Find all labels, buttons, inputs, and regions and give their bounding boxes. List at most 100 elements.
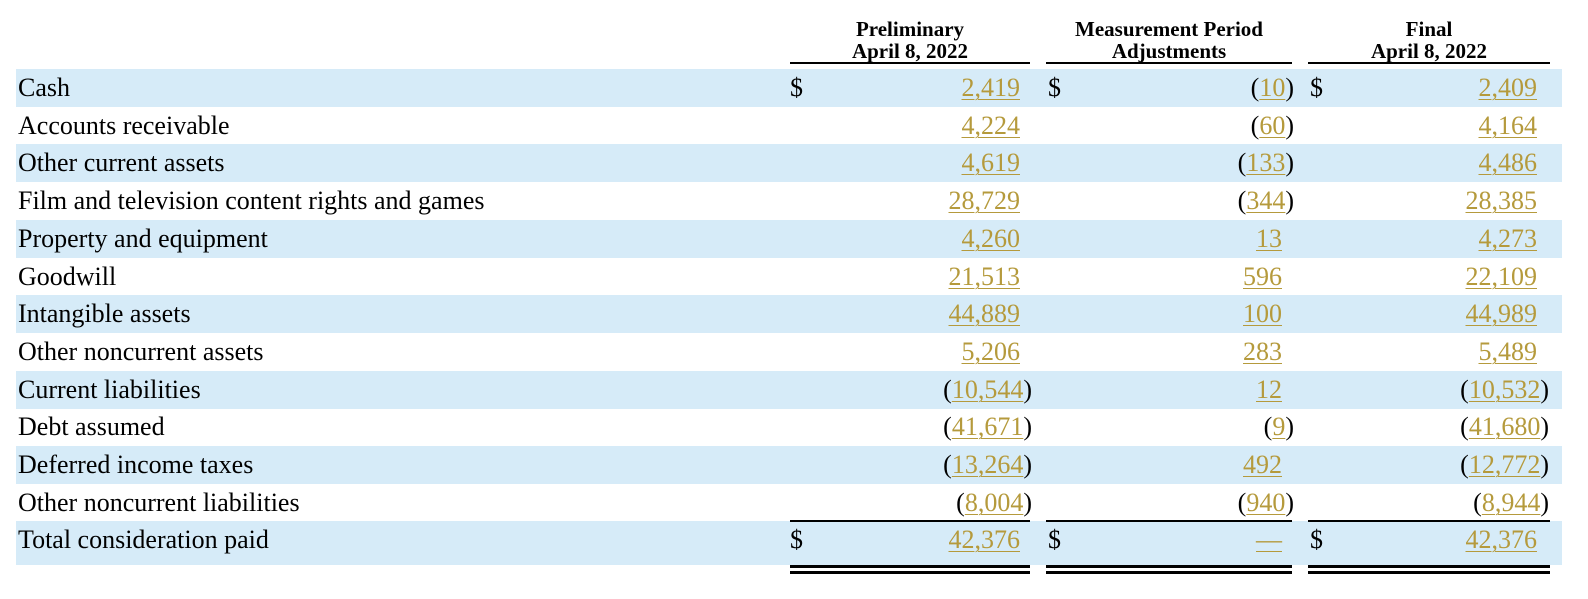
- amount: 44,889: [948, 299, 1021, 328]
- close-paren: ): [1540, 375, 1549, 404]
- preliminary-value: 2,419: [962, 69, 1021, 107]
- adjustment-value: (60): [1251, 107, 1294, 145]
- double-underline: [790, 565, 1030, 568]
- final-value: (41,680): [1460, 408, 1549, 446]
- currency-symbol: $: [790, 525, 803, 554]
- column-header-line1: Final: [1405, 17, 1453, 41]
- final-value: (10,532): [1460, 371, 1549, 409]
- amount: 28,729: [948, 186, 1021, 215]
- row-label: Other noncurrent assets: [18, 337, 264, 366]
- amount: 9: [1272, 412, 1286, 441]
- preliminary-value: 4,619: [962, 144, 1021, 182]
- adjustment-value: (344): [1238, 182, 1294, 220]
- open-paren: (: [943, 412, 952, 441]
- row-label: Other current assets: [18, 148, 225, 177]
- double-underline: [1308, 571, 1550, 574]
- column-header-adjustments: Measurement Period Adjustments: [1046, 18, 1292, 64]
- preliminary-value: (10,544): [943, 371, 1032, 409]
- row-stripe: [16, 521, 1562, 565]
- close-paren: ): [1540, 450, 1549, 479]
- total-rule: [790, 520, 1030, 522]
- open-paren: (: [1460, 450, 1469, 479]
- adjustment-value: 12: [1256, 371, 1282, 409]
- amount: 28,385: [1465, 186, 1538, 215]
- column-header-line1: Measurement Period: [1075, 17, 1263, 41]
- amount: 2,419: [961, 73, 1021, 102]
- final-value: (8,944): [1473, 484, 1549, 522]
- close-paren: ): [1023, 450, 1032, 479]
- amount: 60: [1259, 111, 1286, 140]
- row-stripe: [16, 446, 1562, 484]
- adjustment-value: 492: [1243, 446, 1282, 484]
- row-label: Other noncurrent liabilities: [18, 488, 300, 517]
- row-stripe: [16, 69, 1562, 107]
- close-paren: ): [1285, 73, 1294, 102]
- column-header-line1: Preliminary: [855, 17, 965, 41]
- total-rule: [1046, 520, 1292, 522]
- double-underline: [790, 571, 1030, 574]
- amount: 4,273: [1478, 224, 1538, 253]
- open-paren: (: [1250, 111, 1260, 140]
- row-label: Property and equipment: [18, 224, 268, 253]
- close-paren: ): [1540, 488, 1549, 517]
- final-value: 5,489: [1479, 333, 1538, 371]
- open-paren: (: [956, 488, 965, 517]
- close-paren: ): [1023, 488, 1032, 517]
- double-underline: [1046, 571, 1292, 574]
- amount: 2,409: [1478, 73, 1538, 102]
- amount: 4,164: [1478, 111, 1538, 140]
- row-stripe: [16, 371, 1562, 409]
- close-paren: ): [1023, 375, 1032, 404]
- amount: 492: [1243, 450, 1282, 479]
- final-value: 28,385: [1466, 182, 1538, 220]
- final-value: 42,376: [1466, 521, 1538, 559]
- final-value: 4,486: [1479, 144, 1538, 182]
- double-underline: [1046, 565, 1292, 568]
- amount: 10: [1259, 73, 1286, 102]
- amount: 5,206: [961, 337, 1021, 366]
- preliminary-value: (8,004): [956, 484, 1032, 522]
- adjustment-value: 100: [1243, 295, 1282, 333]
- open-paren: (: [943, 450, 952, 479]
- amount: 133: [1246, 148, 1286, 177]
- preliminary-value: 42,376: [949, 521, 1021, 559]
- amount: 10,532: [1468, 375, 1541, 404]
- column-header-line2: Adjustments: [1111, 39, 1227, 63]
- row-label: Film and television content rights and g…: [18, 186, 485, 215]
- open-paren: (: [943, 375, 952, 404]
- amount: —: [1256, 525, 1282, 554]
- amount: 283: [1243, 337, 1282, 366]
- amount: 5,489: [1478, 337, 1538, 366]
- row-label: Cash: [18, 73, 70, 102]
- column-header-line2: April 8, 2022: [1370, 39, 1488, 63]
- adjustment-value: (133): [1238, 144, 1294, 182]
- close-paren: ): [1285, 111, 1294, 140]
- amount: 21,513: [948, 262, 1021, 291]
- close-paren: ): [1540, 412, 1549, 441]
- open-paren: (: [1263, 412, 1273, 441]
- preliminary-value: 21,513: [949, 258, 1021, 296]
- open-paren: (: [1460, 412, 1469, 441]
- final-value: 4,164: [1479, 107, 1538, 145]
- column-header-final: Final April 8, 2022: [1308, 18, 1550, 64]
- amount: 22,109: [1465, 262, 1538, 291]
- amount: 42,376: [1465, 525, 1538, 554]
- amount: 10,544: [951, 375, 1024, 404]
- row-stripe: [16, 144, 1562, 182]
- final-value: 44,989: [1466, 295, 1538, 333]
- row-label: Deferred income taxes: [18, 450, 254, 479]
- row-label: Intangible assets: [18, 299, 191, 328]
- amount: 100: [1243, 299, 1282, 328]
- close-paren: ): [1285, 488, 1294, 517]
- open-paren: (: [1460, 375, 1469, 404]
- preliminary-value: 44,889: [949, 295, 1021, 333]
- double-underline: [1308, 565, 1550, 568]
- row-label: Goodwill: [18, 262, 117, 291]
- open-paren: (: [1250, 73, 1260, 102]
- adjustment-value: —: [1256, 521, 1282, 559]
- open-paren: (: [1473, 488, 1482, 517]
- final-value: (12,772): [1460, 446, 1549, 484]
- column-header-preliminary: Preliminary April 8, 2022: [790, 18, 1030, 64]
- open-paren: (: [1237, 488, 1247, 517]
- preliminary-value: (13,264): [943, 446, 1032, 484]
